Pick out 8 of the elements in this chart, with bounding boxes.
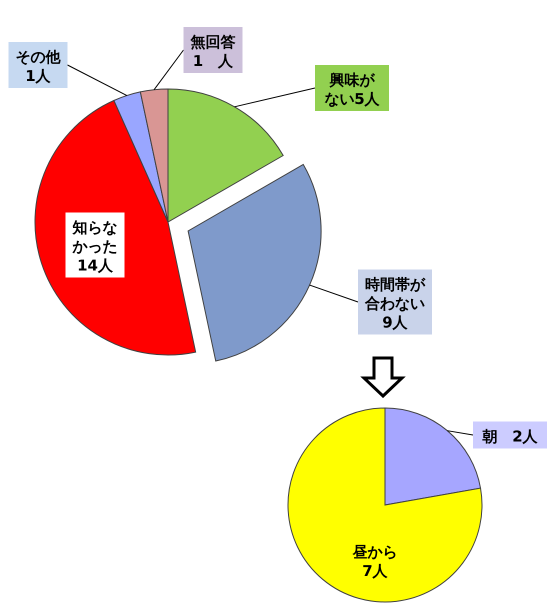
slice-label: 昼から7人 (352, 543, 398, 580)
slice-label: 朝 2人 (481, 428, 539, 446)
pie-slice (288, 408, 482, 602)
slice-label: その他1人 (16, 48, 62, 85)
slice-label: 知らなかった14人 (72, 218, 118, 274)
slice-label: 興味がない5人 (324, 71, 381, 108)
slice-label: 無回答1 人 (190, 33, 236, 70)
slice-label: 時間帯が合わない9人 (364, 276, 426, 332)
